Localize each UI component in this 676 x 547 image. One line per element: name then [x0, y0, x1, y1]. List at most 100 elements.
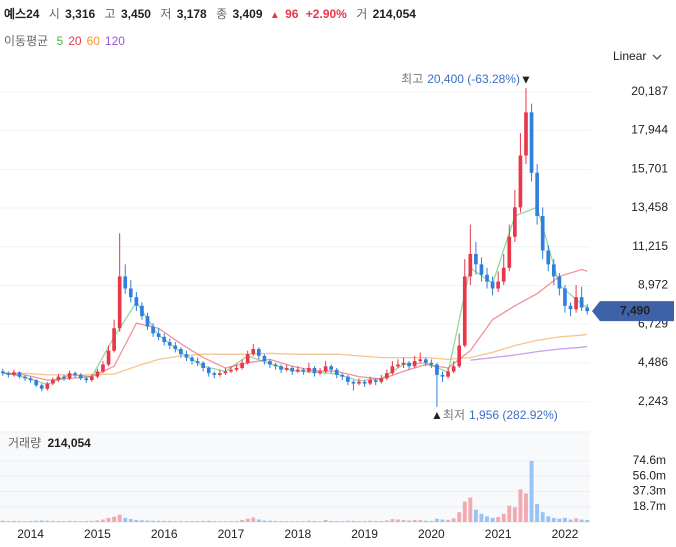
ma-line [470, 345, 588, 361]
volume-bar [473, 509, 478, 522]
volume-bar [256, 519, 261, 522]
candle-body [357, 381, 361, 384]
candle-body [279, 366, 283, 370]
low-text: 1,956 (282.92%) [469, 408, 558, 422]
volume-bar [535, 504, 540, 522]
volume-bar [34, 520, 39, 522]
candle-body [234, 367, 239, 370]
candle-body [479, 264, 484, 275]
low-annotation: 최저 1,956 (282.92%) [443, 408, 558, 422]
x-tick-label: 2016 [151, 527, 178, 541]
candle-body [412, 361, 417, 367]
candle-body [6, 373, 11, 375]
y-tick-label: 2,243 [638, 394, 668, 408]
candle-body [474, 253, 478, 265]
high-value: 3,450 [121, 7, 151, 21]
scale-label[interactable]: Linear [613, 49, 646, 63]
candle-body [318, 371, 322, 374]
volume-bar [318, 521, 322, 522]
candle-body [218, 373, 222, 375]
ma-line [2, 333, 588, 376]
high-marker: ▼ [520, 72, 532, 86]
volume-bar [0, 520, 5, 522]
candle-body [407, 362, 411, 367]
x-tick-label: 2014 [17, 527, 44, 541]
volume-bar [73, 521, 78, 522]
candle-body [451, 366, 456, 372]
volume-bar [446, 519, 451, 522]
volume-bar [217, 521, 222, 522]
close-label: 종 [216, 7, 227, 21]
candle-body [206, 367, 211, 374]
candle-body [435, 364, 439, 375]
y-tick-label: 11,215 [632, 239, 668, 253]
candle-body [56, 376, 61, 381]
volume-bar [345, 520, 350, 522]
candle-body [574, 297, 578, 310]
candle-body [307, 367, 311, 372]
candle-body [429, 362, 434, 365]
candle-body [284, 367, 289, 370]
volume-bar [329, 520, 334, 522]
y-tick-label: 15,701 [631, 161, 668, 175]
candle-body [140, 305, 144, 317]
volume-title-value: 214,054 [47, 436, 91, 450]
y-tick-label: 20,187 [631, 84, 668, 98]
volume-bar [84, 521, 89, 522]
close-value: 3,409 [232, 7, 262, 21]
candle-body [334, 369, 339, 375]
x-tick-label: 2019 [351, 527, 378, 541]
candle-body [563, 288, 567, 306]
candle-body [546, 250, 551, 265]
candle-body [134, 297, 139, 306]
volume-bar [290, 521, 295, 522]
candle-body [390, 366, 395, 374]
candle-body [507, 236, 512, 268]
volume-bar [156, 520, 161, 522]
volume-bar [468, 497, 473, 522]
volume-bar [178, 521, 183, 522]
candle-body [256, 348, 261, 356]
volume-bar [50, 520, 55, 522]
x-tick-label: 2021 [485, 527, 512, 541]
volume-bar [340, 521, 345, 522]
candle-body [379, 378, 384, 382]
candle-body [368, 380, 372, 384]
low-value: 3,178 [177, 7, 207, 21]
chevron [652, 54, 662, 60]
candle-body [106, 350, 111, 365]
last-price-tag [592, 301, 674, 322]
candle-body [557, 276, 562, 289]
candle-body [95, 371, 100, 377]
volume-bar [418, 520, 423, 522]
candle-body [423, 359, 428, 363]
up-arrow: ▲ [270, 10, 280, 21]
volume-bar [229, 521, 233, 522]
candle-body [240, 362, 244, 368]
volume-tick-label: 18.7m [633, 499, 666, 513]
ma-legend-item: 5 [57, 34, 64, 48]
volume-bar [540, 512, 545, 522]
candle-body [12, 372, 16, 375]
volume-bar [396, 519, 400, 522]
volume-bar [251, 517, 256, 522]
candle-body [346, 376, 350, 382]
candle-body [535, 172, 539, 216]
volume-bar [201, 520, 206, 522]
volume-tick-label: 56.0m [633, 468, 666, 482]
candle-body [446, 371, 450, 377]
volume-bar [546, 516, 551, 522]
volume-bar [212, 521, 217, 522]
volume-bar [351, 520, 356, 522]
volume-bar [384, 520, 389, 522]
candle-body [151, 326, 155, 334]
volume-bar [301, 521, 306, 522]
candle-body [17, 372, 22, 377]
volume-bar [173, 521, 178, 522]
candle-body [373, 380, 378, 382]
ma-line [2, 206, 588, 386]
scale-toggle[interactable]: Linear [613, 49, 662, 63]
candle-body [212, 373, 217, 375]
candle-body [295, 369, 300, 372]
